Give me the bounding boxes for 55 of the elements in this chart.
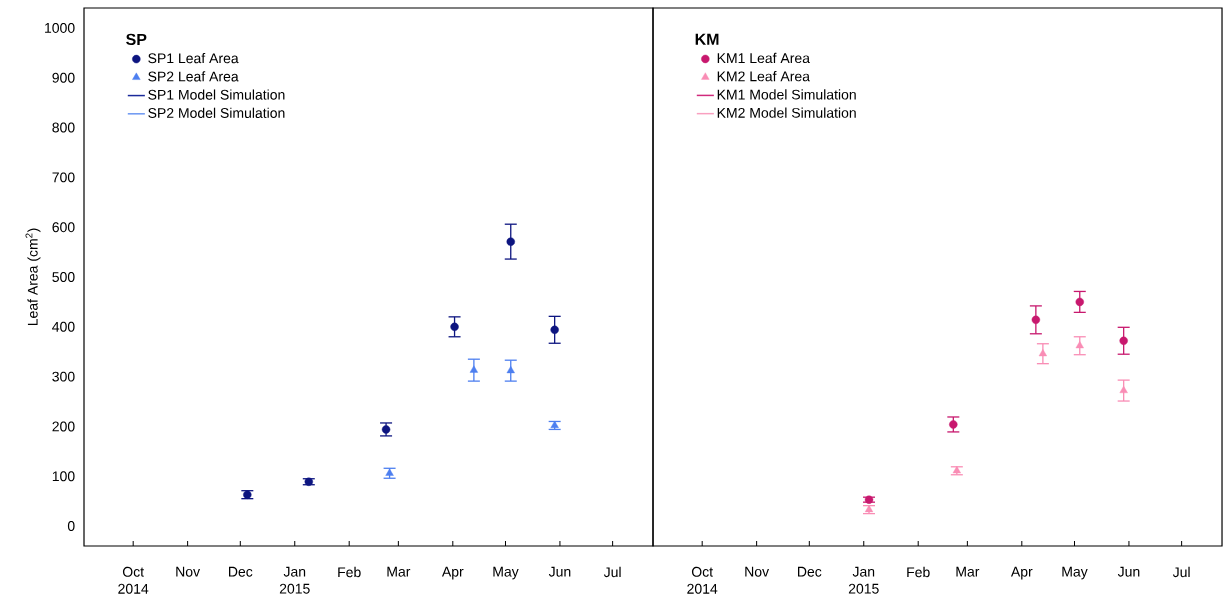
x-tick-label: Jun [1117, 566, 1140, 577]
x-tick-label: Feb [338, 566, 361, 578]
legend-label: SP2 Model Simulation [148, 107, 285, 118]
legend-label: KM1 Leaf Area [717, 52, 810, 64]
point [1075, 341, 1084, 349]
x-tick-label: Jun [548, 566, 571, 577]
x-tick-label: Jul [1172, 566, 1190, 578]
legend-label: SP2 Leaf Area [148, 71, 239, 82]
point [1038, 349, 1047, 357]
x-tick-label: Nov [176, 566, 201, 577]
x-tick-label: Jul [603, 566, 621, 578]
y-tick-label: 100 [52, 471, 75, 482]
y-tick-label: 200 [52, 421, 75, 432]
point [304, 477, 313, 486]
y-tick-label: 300 [52, 371, 75, 382]
point [506, 365, 515, 374]
y-tick-label: 1000 [45, 22, 75, 33]
point [1119, 385, 1128, 394]
y-tick-label: 500 [52, 272, 75, 282]
point [506, 237, 515, 246]
x-tick-label: Nov [745, 566, 770, 577]
x-tick-label: Oct 2014 [118, 566, 149, 594]
x-tick-label: May [493, 566, 519, 580]
y-tick-label: 800 [52, 122, 75, 133]
legend-label: SP1 Leaf Area [148, 52, 239, 64]
x-tick-label: Apr [441, 566, 464, 580]
x-tick-label: Jan 2015 [848, 566, 879, 594]
x-tick-label: Apr [1010, 566, 1033, 580]
legend-title: SP [126, 33, 147, 46]
x-tick-label: Oct 2014 [687, 566, 718, 594]
x-tick-label: Feb [907, 566, 930, 578]
y-tick-label: 600 [52, 222, 75, 233]
x-tick-label: Mar [956, 566, 980, 577]
y-tick-label: 400 [52, 321, 75, 332]
point [949, 420, 958, 429]
legend-label: SP1 Model Simulation [148, 89, 285, 100]
x-tick-label: Jan 2015 [279, 566, 310, 594]
point [550, 325, 559, 334]
y-tick-label: 0 [67, 521, 75, 532]
legend-label: KM1 Model Simulation [717, 89, 856, 100]
point [1119, 336, 1128, 345]
legend-title: KM [695, 33, 719, 45]
y-tick-label: 900 [52, 72, 75, 83]
y-tick-label: 700 [52, 172, 75, 183]
point [1031, 315, 1041, 325]
y-axis-title: Leaf Area (cm$^{2}$) [25, 228, 41, 326]
point [469, 365, 478, 373]
point [1075, 297, 1084, 307]
x-tick-label: Dec [798, 566, 822, 577]
x-tick-label: Dec [229, 566, 253, 577]
legend-label: KM2 Model Simulation [717, 107, 856, 118]
point [450, 322, 459, 332]
legend-label: KM2 Leaf Area [717, 71, 810, 82]
x-tick-label: May [1062, 566, 1088, 580]
x-tick-label: Mar [387, 566, 411, 577]
